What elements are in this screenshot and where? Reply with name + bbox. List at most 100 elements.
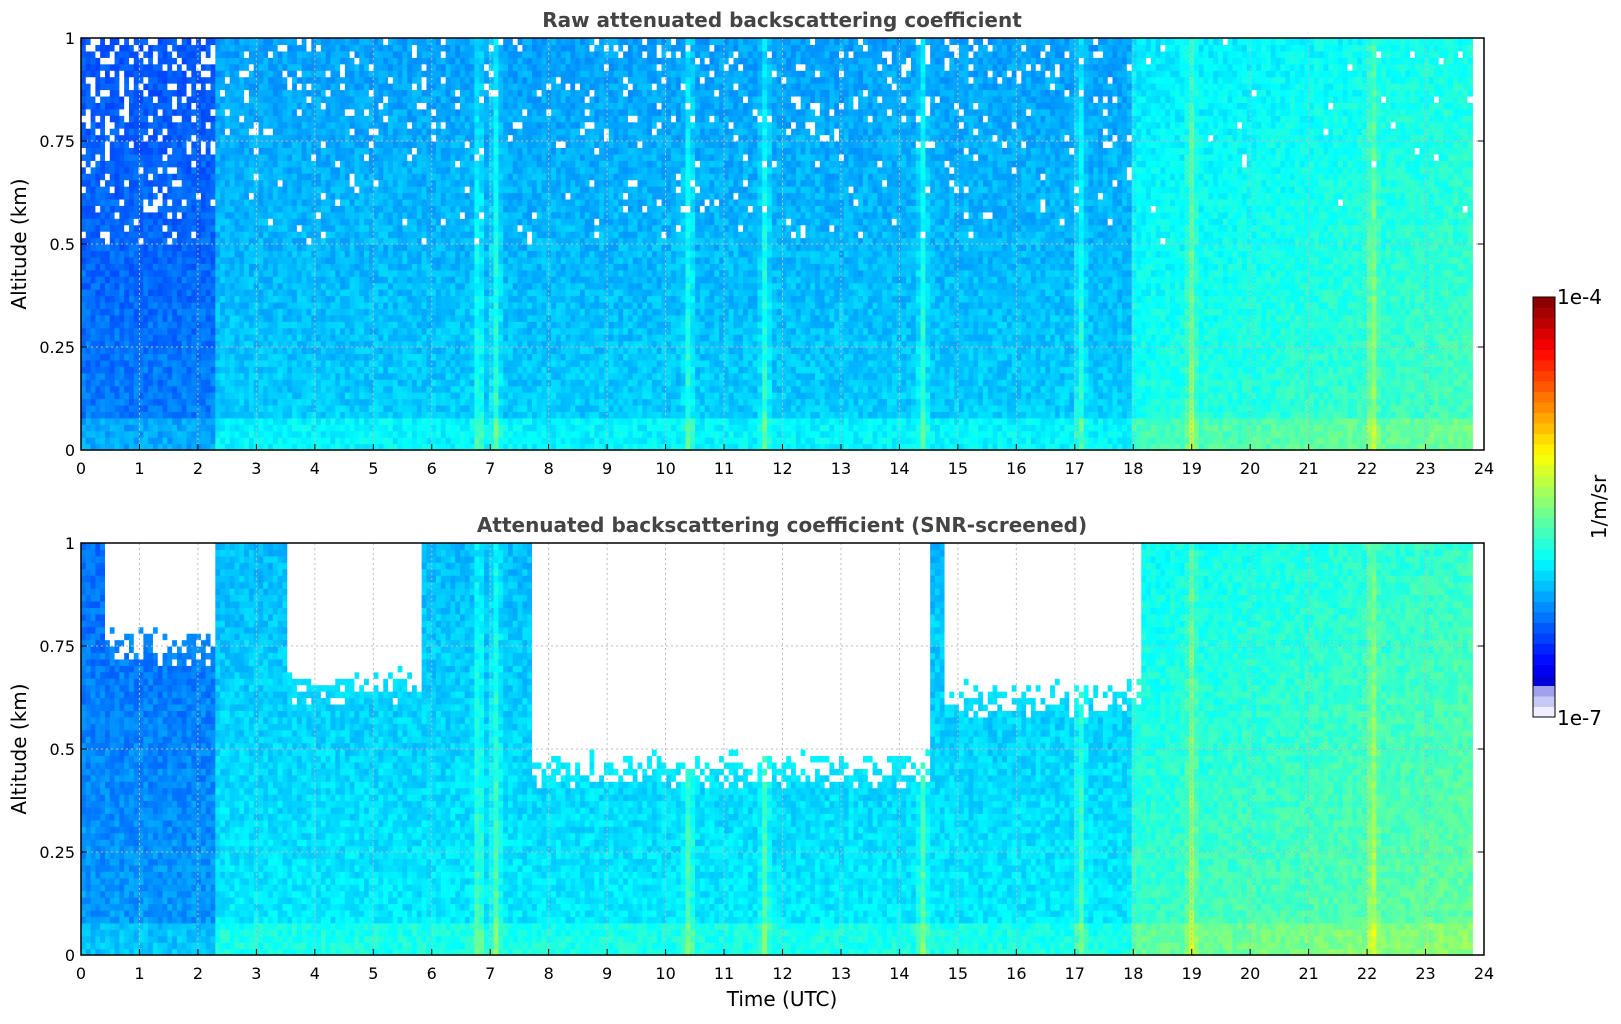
heat-cell bbox=[115, 353, 120, 360]
heat-cell bbox=[115, 347, 120, 354]
heat-cell bbox=[105, 308, 110, 315]
heat-cell bbox=[134, 424, 139, 431]
heat-cell bbox=[143, 44, 148, 51]
heat-cell bbox=[143, 96, 148, 103]
heat-cell bbox=[148, 276, 153, 283]
heat-cell bbox=[158, 51, 163, 58]
heat-cell bbox=[167, 431, 172, 438]
heat-cell bbox=[100, 244, 105, 251]
heat-cell bbox=[91, 347, 96, 354]
heat-cell bbox=[100, 38, 105, 45]
heat-cell bbox=[153, 160, 158, 167]
heat-cell bbox=[148, 128, 153, 135]
heat-cell bbox=[143, 154, 148, 161]
heat-cell bbox=[105, 366, 110, 373]
heat-cell bbox=[100, 115, 105, 122]
heat-cell bbox=[86, 379, 91, 386]
heat-cell bbox=[167, 225, 172, 232]
heat-cell bbox=[129, 418, 134, 425]
heat-cell bbox=[95, 44, 100, 51]
heat-cell bbox=[86, 250, 91, 257]
heat-cell bbox=[91, 270, 96, 277]
heat-cell bbox=[119, 302, 124, 309]
heat-cell bbox=[105, 347, 110, 354]
heat-cell bbox=[167, 386, 172, 393]
heat-cell bbox=[105, 418, 110, 425]
heat-cell bbox=[95, 424, 100, 431]
heat-cell bbox=[110, 302, 115, 309]
heat-cell bbox=[110, 173, 115, 180]
heat-cell bbox=[148, 83, 153, 90]
heat-cell bbox=[86, 64, 91, 71]
heat-cell bbox=[115, 418, 120, 425]
heat-cell bbox=[134, 167, 139, 174]
heat-cell bbox=[110, 109, 115, 116]
heat-cell bbox=[148, 257, 153, 264]
heat-cell bbox=[153, 44, 158, 51]
heat-cell bbox=[153, 379, 158, 386]
heat-cell bbox=[91, 64, 96, 71]
heat-cell bbox=[134, 437, 139, 444]
heat-cell bbox=[95, 334, 100, 341]
heat-cell bbox=[124, 360, 129, 367]
heat-cell bbox=[81, 141, 86, 148]
heat-cell bbox=[81, 180, 86, 187]
heat-cell bbox=[163, 257, 168, 264]
heat-cell bbox=[110, 225, 115, 232]
heat-cell bbox=[95, 257, 100, 264]
heat-cell bbox=[86, 212, 91, 219]
heat-cell bbox=[148, 180, 153, 187]
heat-cell bbox=[86, 44, 91, 51]
heat-cell bbox=[163, 51, 168, 58]
heat-cell bbox=[158, 386, 163, 393]
heat-cell bbox=[153, 431, 158, 438]
heat-cell bbox=[148, 193, 153, 200]
heat-cell bbox=[86, 411, 91, 418]
heat-cell bbox=[129, 225, 134, 232]
heat-cell bbox=[124, 77, 129, 84]
heat-cell bbox=[143, 373, 148, 380]
heat-cell bbox=[158, 360, 163, 367]
heat-cell bbox=[163, 418, 168, 425]
heat-cell bbox=[158, 102, 163, 109]
heat-cell bbox=[143, 431, 148, 438]
heat-cell bbox=[100, 386, 105, 393]
heat-cell bbox=[81, 83, 86, 90]
heat-cell bbox=[110, 392, 115, 399]
heat-cell bbox=[86, 180, 91, 187]
heat-cell bbox=[143, 289, 148, 296]
heat-cell bbox=[81, 308, 86, 315]
heat-cell bbox=[129, 205, 134, 212]
heat-cell bbox=[100, 289, 105, 296]
heat-cell bbox=[95, 379, 100, 386]
heat-cell bbox=[95, 160, 100, 167]
heat-cell bbox=[110, 141, 115, 148]
heat-cell bbox=[153, 173, 158, 180]
heat-cell bbox=[119, 379, 124, 386]
heat-cell bbox=[81, 263, 86, 270]
heat-cell bbox=[167, 399, 172, 406]
heat-cell bbox=[124, 199, 129, 206]
heat-cell bbox=[81, 347, 86, 354]
heat-cell bbox=[110, 386, 115, 393]
heat-cell bbox=[124, 373, 129, 380]
heat-cell bbox=[81, 334, 86, 341]
heat-cell bbox=[167, 51, 172, 58]
heat-cell bbox=[163, 379, 168, 386]
heat-cell bbox=[105, 51, 110, 58]
heat-cell bbox=[81, 218, 86, 225]
heat-cell bbox=[153, 250, 158, 257]
heat-cell bbox=[124, 180, 129, 187]
heat-cell bbox=[153, 205, 158, 212]
heat-cell bbox=[95, 83, 100, 90]
heat-cell bbox=[148, 77, 153, 84]
heat-cell bbox=[163, 212, 168, 219]
heat-cell bbox=[119, 231, 124, 238]
heat-cell bbox=[158, 437, 163, 444]
heat-cell bbox=[119, 141, 124, 148]
heat-cell bbox=[81, 257, 86, 264]
heat-cell bbox=[148, 289, 153, 296]
heat-cell bbox=[167, 212, 172, 219]
heat-cell bbox=[167, 38, 172, 45]
heat-cell bbox=[100, 225, 105, 232]
